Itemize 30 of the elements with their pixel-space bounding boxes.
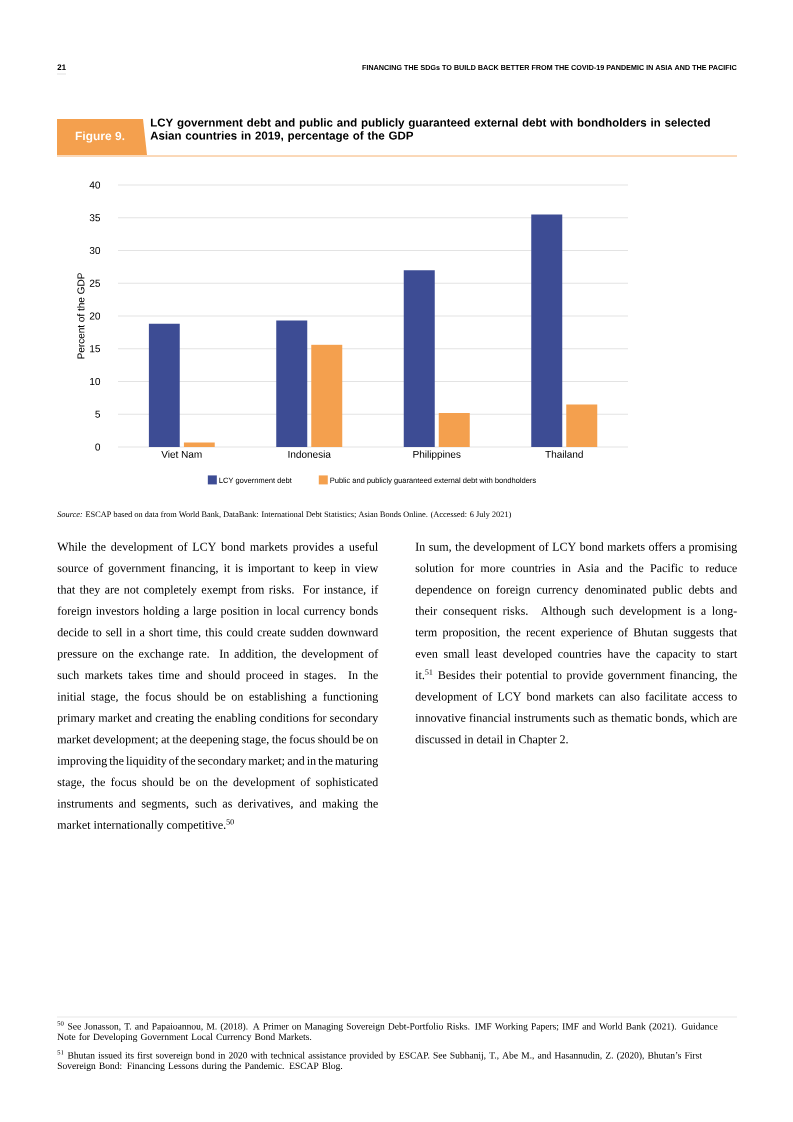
y-tick-label: 15 — [90, 345, 101, 353]
y-tick-label: 25 — [89, 279, 101, 287]
bar — [311, 344, 343, 448]
x-tick-label: Indonesia — [288, 450, 331, 458]
bar — [566, 404, 598, 448]
text: Source: ESCAP based on data from World Bank, DataBank: International Debt Statistics; Asian Bonds Online. (Accessed: 6 July 2021) — [57, 511, 511, 519]
bar — [148, 323, 180, 448]
y-tick-label: 5 — [95, 410, 101, 418]
text: In sum, the development of LCY bond markets offers a promising solution for more countries in Asia and the Pacific to reduce dependence on foreign currency denominated public debts and their consequent risks. Although such development is a long-term proposition, the recent experience of Bhutan suggests that even small least developed countries have the capacity to start it.$^{51}$ Besides their potential to provide government financing, the development of LCY bond markets can also facilitate access to innovative financial instruments such as thematic bonds, which are discussed in detail in Chapter 2. — [415, 542, 738, 746]
text: While the development of LCY bond markets provides a useful source of government financing, it is important to keep in view that they are not completely exempt from risks. For instance, if foreign investors holding a large position in local currency bonds decide to sell in a short time, this could create sudden downward pressure on the exchange rate. In addition, the development of such markets takes time and should proceed in stages. In the initial stage, the focus should be on establishing a functioning primary market and creating the enabling conditions for secondary market development; at the deepening stage, the focus should be on improving the liquidity of the secondary market; and in the maturing stage, the focus should be on the development of sophisticated instruments and segments, such as derivatives, and making the market internationally competitive.$^{50}$ — [57, 542, 379, 832]
x-tick-label: Thailand — [545, 450, 583, 458]
x-tick-label: Viet Nam — [161, 450, 202, 458]
x-tick-label: Philippines — [413, 450, 461, 460]
y-tick-label: 35 — [89, 214, 101, 222]
y-axis-title: Percent of the GDP — [77, 273, 85, 359]
caption: Figure 9. — [75, 131, 125, 143]
bar — [531, 214, 563, 448]
y-tick-label: 30 — [89, 246, 101, 255]
chart-title: LCY government debt and public and publicly guaranteed external debt with bondholders in selected Asian countries in 2019, percentage of the GDP — [150, 118, 710, 142]
text: $^{50}$ See Jonasson, T. and Papaioannou, M. (2018). A Primer on Managing Sovereign Debt-Portfolio Risks. IMF Working Papers; IMF and World Bank (2021). Guidance Note for Developing Government Local Currency Bond Markets. — [57, 1021, 718, 1043]
bar — [183, 442, 215, 448]
y-tick-label: 0 — [95, 443, 101, 451]
bar — [438, 412, 470, 448]
y-tick-label: 20 — [89, 312, 101, 320]
y-tick-label: 10 — [90, 377, 101, 386]
text: 21 — [57, 64, 66, 70]
text: $^{51}$ Bhutan issued its first sovereign bond in 2020 with technical assistance provided by ESCAP. See Subhanij, T., Abe M., and Hasannudin, Z. (2020), Bhutan’s First Sovereign Bond: Financing Lessons during the Pandemic. ESCAP Blog. — [57, 1050, 702, 1071]
bar — [276, 320, 308, 448]
y-tick-label: 40 — [89, 181, 101, 189]
bar — [403, 270, 435, 448]
